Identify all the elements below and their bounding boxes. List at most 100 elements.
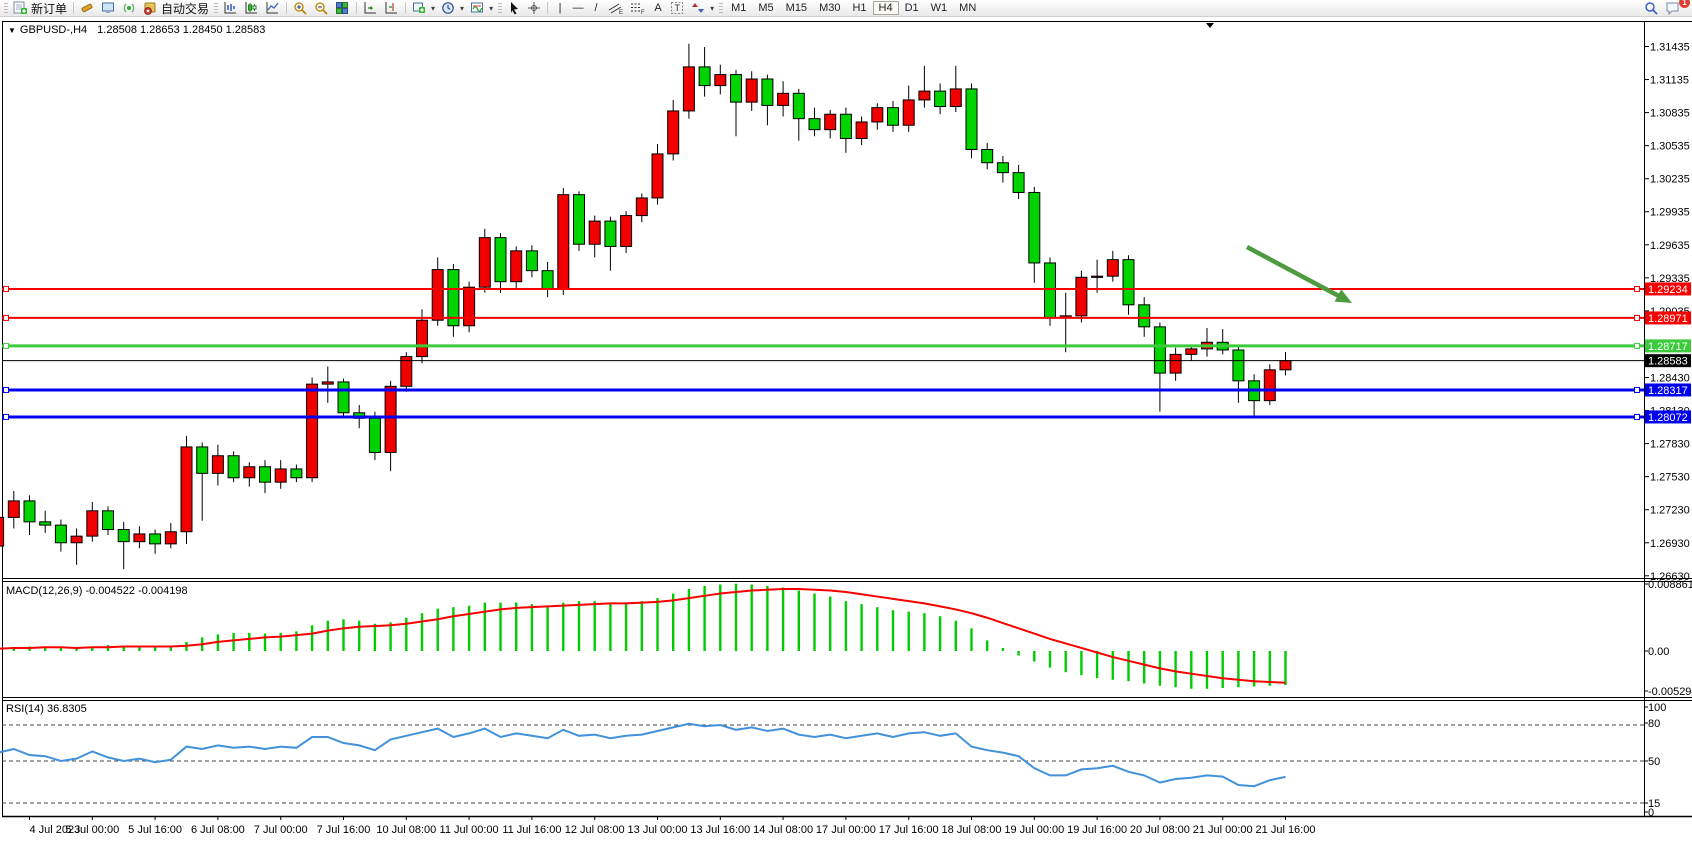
zoom-out-icon [315,2,328,15]
new-order-label: 新订单 [31,1,68,16]
timeframe-bar: M1 M5 M15 M30 H1 H4 D1 W1 MN [725,0,982,16]
zoom-out-button[interactable] [311,0,332,16]
toolbar-separator [73,2,75,14]
candle-up [682,66,695,112]
line-chart-button[interactable] [262,0,283,16]
autotrading-button[interactable]: 自动交易 [140,0,212,16]
new-chart-icon [413,2,426,13]
level-handle[interactable] [1634,314,1640,321]
crosshair-button[interactable] [524,0,544,16]
candle-up [431,269,444,321]
search-button[interactable] [1641,0,1662,16]
price-level-label [1645,282,1691,296]
signal-button[interactable] [119,0,140,16]
pane-borders [2,21,1692,818]
trendline-button[interactable]: / [587,0,605,16]
zoom-in-icon [294,2,307,15]
timeframe-d1[interactable]: D1 [904,2,919,14]
level-handle[interactable] [3,285,9,292]
candle-up [651,153,664,199]
toolbar-grip [498,2,503,14]
tile-windows-button[interactable] [332,0,353,16]
timeframe-m1[interactable]: M1 [731,2,747,14]
candle-down [1138,304,1151,328]
indicators-button[interactable]: ▾ [467,0,496,16]
equidistant-channel-button[interactable]: E [605,0,627,16]
timeframe-h4[interactable]: H4 [872,1,899,15]
signal-icon [123,3,135,13]
candle-down [525,250,538,272]
macd-indicator-label: MACD(12,26,9) -0.004522 -0.004198 [6,585,188,597]
bar-chart-button[interactable] [220,0,241,16]
level-handle[interactable] [1634,386,1640,393]
candle-up [1075,276,1088,317]
brush-icon [81,3,93,13]
candle-down [965,88,978,150]
candle-up [463,286,476,327]
timeframe-m15[interactable]: M15 [785,2,808,14]
timeframe-m5[interactable]: M5 [758,2,774,14]
text-label-icon: T [671,2,684,14]
price-tick-label: 1.27530 [1650,472,1690,484]
price-level-label [1645,354,1691,368]
price-level-label-text: 1.28072 [1648,412,1688,424]
candle-up [1106,259,1119,277]
chart-shift-button[interactable] [381,0,402,16]
timeframe-w1[interactable]: W1 [930,2,948,14]
cursor-button[interactable] [504,0,524,16]
rsi-axis-label: 15 [1648,798,1660,810]
new-chart-button[interactable]: ▾ [409,0,438,16]
auto-scroll-button[interactable] [360,0,381,16]
zoom-in-button[interactable] [290,0,311,16]
chevron-down-icon: ▾ [489,3,494,13]
timeframe-m30[interactable]: M30 [819,2,841,14]
horizontal-line-button[interactable]: — [569,0,587,16]
arrows-icon [692,3,705,13]
text-label-button[interactable]: T [667,0,688,16]
timeframe-h1[interactable]: H1 [852,2,867,14]
candle-up [1185,348,1198,355]
styler-button[interactable] [77,0,98,16]
level-handle[interactable] [1634,342,1640,349]
level-handle[interactable] [1634,285,1640,292]
level-handle[interactable] [3,342,9,349]
chart-shift-marker[interactable] [1206,23,1214,28]
candle-up [243,466,256,479]
autotrading-label: 自动交易 [161,1,210,16]
fibonacci-button[interactable]: F [627,0,649,16]
vertical-line-button[interactable]: | [551,0,569,16]
candle-down [604,220,617,247]
candle-up [211,455,224,474]
candlestick-chart-icon [245,2,258,14]
new-order-button[interactable]: 新订单 [10,0,70,16]
timeframe-mn[interactable]: MN [959,2,977,14]
candlestick-chart-button[interactable] [241,0,262,16]
candle-down [1122,259,1135,306]
level-handle[interactable] [3,314,9,321]
chat-bubble-icon [1666,2,1679,15]
candle-up [7,500,20,518]
candle-up [949,88,962,108]
annotation-arrow-head[interactable] [1334,289,1352,303]
candle-up [306,383,319,479]
level-handle[interactable] [3,386,9,393]
time-axis-label: 5 Jul 16:00 [128,824,182,836]
candle-down [981,148,994,164]
periods-button[interactable]: ▾ [438,0,467,16]
notifications-button[interactable]: 1 [1662,0,1690,16]
candle-up [1279,360,1292,371]
level-handle[interactable] [1634,413,1640,420]
text-button[interactable]: A [649,0,667,16]
macd-signal-line [0,588,1286,684]
search-icon [1645,2,1658,15]
rsi-line [0,722,1286,788]
chart-title-bar[interactable]: ▼ GBPUSD-,H4 1.28508 1.28653 1.28450 1.285… [8,24,265,36]
terminal-button[interactable] [98,0,119,16]
level-handle[interactable] [3,413,9,420]
annotation-arrow-line[interactable] [1245,245,1343,300]
arrows-button[interactable]: ▾ [688,0,717,16]
candle-up [855,121,868,139]
cursor-icon [511,2,519,15]
